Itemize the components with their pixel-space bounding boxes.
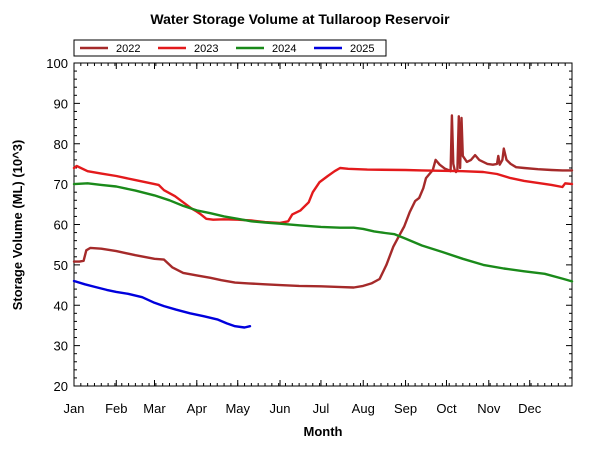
x-tick-label: Oct	[436, 401, 457, 416]
y-tick-label: 40	[54, 298, 68, 313]
x-tick-label: Aug	[352, 401, 375, 416]
x-tick-label: Dec	[518, 401, 542, 416]
y-tick-label: 30	[54, 339, 68, 354]
x-tick-label: Nov	[477, 401, 501, 416]
legend-box	[73, 39, 387, 57]
series-line-2025	[72, 279, 252, 329]
series-line-2022	[72, 114, 574, 289]
legend-label-2023: 2023	[194, 43, 218, 55]
legend-label-2024: 2024	[272, 43, 296, 55]
plot-area-frame	[73, 62, 573, 387]
y-tick-label: 60	[54, 218, 68, 233]
series-line-2024	[72, 182, 574, 283]
x-tick-label: Jul	[313, 401, 330, 416]
y-tick-label: 80	[54, 137, 68, 152]
legend-label-2022: 2022	[116, 43, 140, 55]
x-axis-label: Month	[304, 424, 343, 439]
y-tick-label: 50	[54, 258, 68, 273]
x-tick-label: Feb	[105, 401, 127, 416]
legend: 2022 2023 2024 2025	[73, 39, 387, 57]
x-tick-label: Jan	[64, 401, 85, 416]
x-axis: Jan Feb Mar Apr May Jun Jul Aug Sep Oct Nov Dec	[64, 63, 573, 416]
series-line-2023	[72, 164, 574, 225]
legend-label-2025: 2025	[350, 43, 374, 55]
x-tick-label: Jun	[270, 401, 291, 416]
y-tick-label: 70	[54, 177, 68, 192]
y-tick-label: 100	[46, 56, 68, 71]
chart-title: Water Storage Volume at Tullaroop Reserv…	[150, 11, 450, 27]
y-tick-label: 90	[54, 96, 68, 111]
x-tick-label: May	[225, 401, 250, 416]
x-tick-label: Mar	[143, 401, 166, 416]
x-tick-label: Sep	[394, 401, 417, 416]
y-axis-label: Storage Volume (ML) (10^3)	[10, 140, 25, 311]
x-tick-label: Apr	[187, 401, 208, 416]
series-lines	[72, 114, 574, 329]
y-tick-label: 20	[54, 379, 68, 394]
y-axis: 20 30 40 50 60 70 80 90 100	[46, 56, 572, 394]
